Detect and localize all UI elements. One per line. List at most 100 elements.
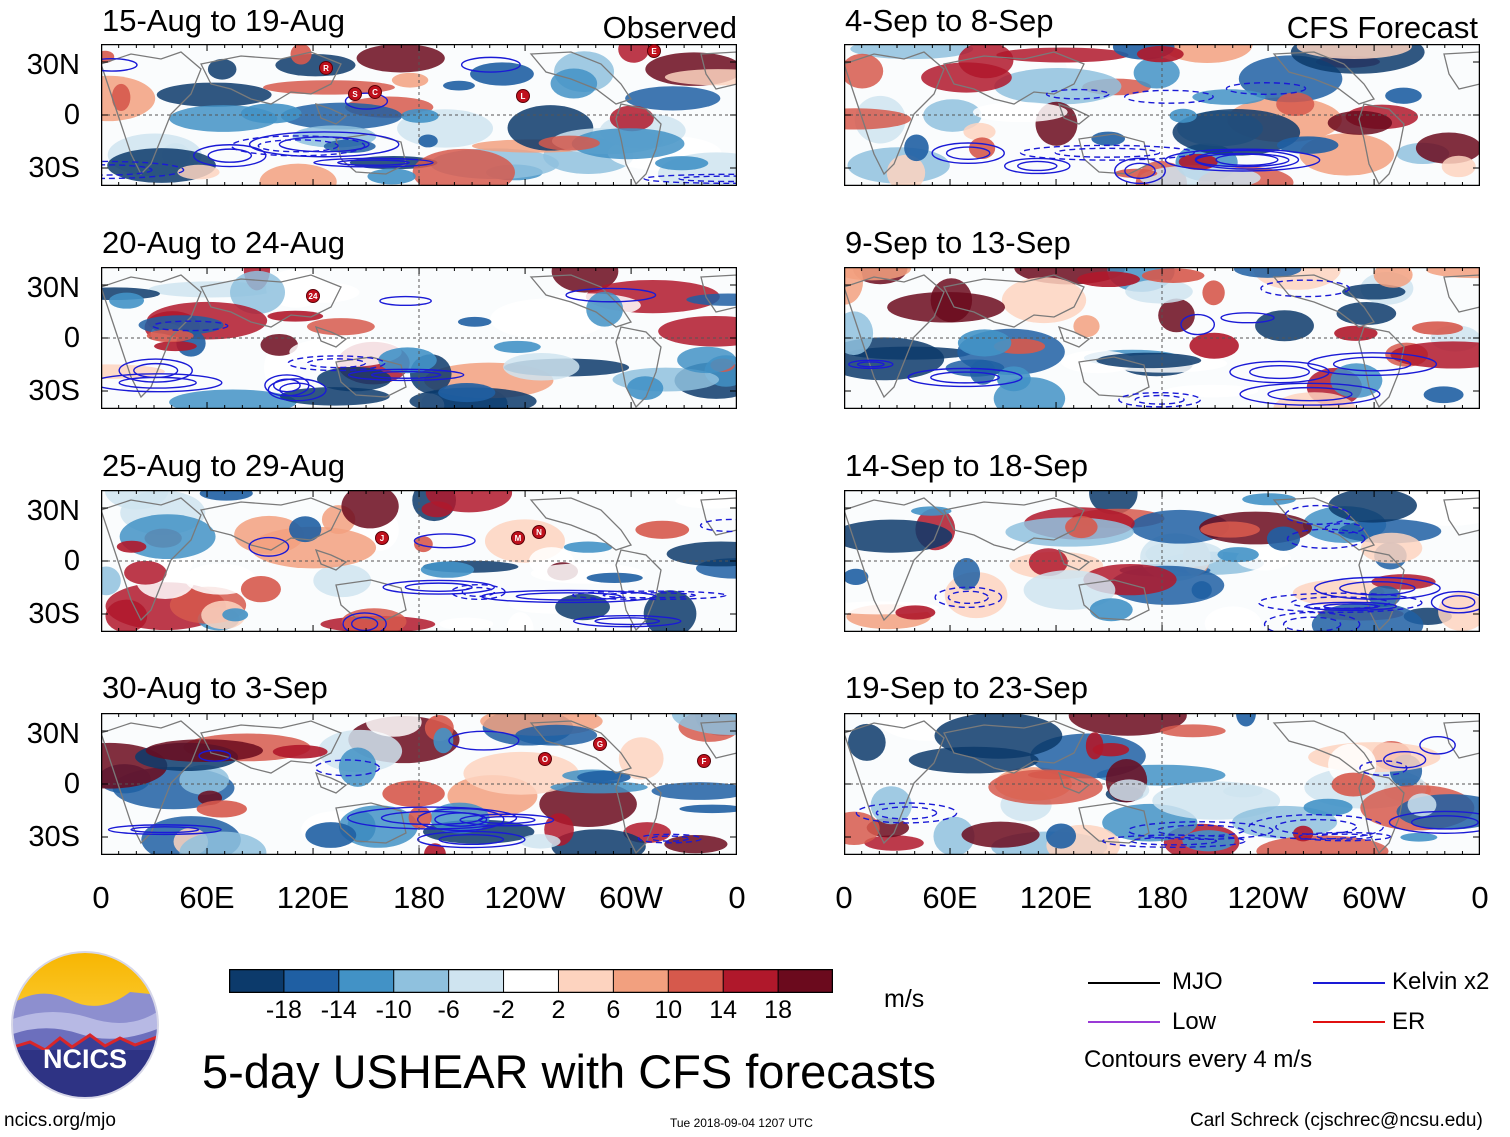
kelvin-contour bbox=[1239, 382, 1381, 406]
shear-blob bbox=[1407, 793, 1437, 817]
kelvin-contour bbox=[848, 359, 894, 370]
kelvin-contour bbox=[1045, 88, 1110, 100]
colorbar-label-6: 6 bbox=[606, 996, 621, 1024]
panel-title-left-2: 20-Aug to 24-Aug bbox=[102, 225, 346, 260]
kelvin-contour bbox=[198, 749, 232, 762]
lon-label-left-2: 120E bbox=[276, 880, 350, 915]
storm-marker: O bbox=[538, 752, 552, 766]
storm-marker-dot bbox=[647, 44, 661, 58]
shear-core bbox=[1303, 798, 1353, 817]
kelvin-contour bbox=[278, 136, 370, 153]
shear-blob bbox=[313, 564, 372, 598]
tick-marks bbox=[101, 713, 737, 855]
kelvin-contour bbox=[448, 730, 520, 751]
lon-label-left-0: 0 bbox=[92, 880, 110, 915]
shear-core bbox=[1065, 515, 1098, 539]
coastline bbox=[529, 51, 633, 105]
shear-core bbox=[1423, 386, 1464, 404]
storm-marker-label: O bbox=[542, 755, 548, 764]
lat-label-row4-0: 30N bbox=[26, 718, 80, 750]
kelvin-contour bbox=[1314, 576, 1441, 600]
observed-label: Observed bbox=[602, 10, 737, 45]
coastline bbox=[314, 548, 348, 571]
legend-er-line bbox=[1313, 1021, 1385, 1023]
shear-core bbox=[1189, 332, 1239, 359]
shear-blob bbox=[609, 105, 654, 132]
shear-blob bbox=[953, 558, 981, 590]
kelvin-contour bbox=[118, 376, 197, 389]
kelvin-contour bbox=[930, 371, 1000, 384]
shear-blob bbox=[677, 346, 737, 374]
coastline bbox=[700, 51, 737, 90]
coastline bbox=[615, 772, 662, 855]
shear-blob bbox=[1330, 363, 1383, 398]
map-panel-right-3 bbox=[844, 490, 1480, 632]
shear-core bbox=[146, 329, 194, 343]
shear-blob bbox=[156, 82, 272, 107]
shear-core bbox=[1077, 271, 1140, 288]
shear-core bbox=[1236, 713, 1256, 727]
coastline bbox=[1358, 103, 1405, 186]
shear-core bbox=[1027, 770, 1081, 780]
map-panel-left-2: 24 bbox=[101, 267, 737, 409]
coastline bbox=[101, 720, 202, 845]
coastlines bbox=[101, 274, 737, 409]
kelvin-contour bbox=[1260, 279, 1351, 298]
lat-label-row2-2: 30S bbox=[28, 375, 80, 407]
shear-blob bbox=[356, 44, 445, 73]
coastline bbox=[1358, 772, 1405, 855]
shear-blob bbox=[1255, 310, 1314, 342]
shear-blob bbox=[887, 291, 1006, 323]
shear-core bbox=[408, 806, 432, 829]
colorbar-label-1: -14 bbox=[320, 996, 357, 1024]
kelvin-contour bbox=[1180, 313, 1216, 336]
legend-kelvin-label: Kelvin x2 bbox=[1392, 968, 1490, 995]
footer-url[interactable]: ncics.org/mjo bbox=[4, 1110, 116, 1131]
tick-marks bbox=[101, 267, 737, 409]
shear-core bbox=[1202, 280, 1225, 306]
shear-core bbox=[443, 80, 475, 91]
kelvin-contour bbox=[152, 320, 229, 332]
shear-blob bbox=[658, 316, 737, 347]
map-panel-left-1: R S C L E bbox=[101, 44, 737, 186]
shear-blob bbox=[1390, 341, 1480, 369]
kelvin-contour bbox=[515, 592, 622, 601]
kelvin-contour bbox=[1359, 760, 1408, 776]
kelvin-contour bbox=[1263, 611, 1361, 632]
shear-core bbox=[844, 568, 869, 585]
shear-core bbox=[911, 506, 952, 516]
tick-marks bbox=[844, 490, 1480, 632]
shear-blob bbox=[338, 747, 377, 787]
coastline bbox=[529, 497, 633, 551]
shear-core bbox=[438, 383, 496, 403]
shear-blob bbox=[124, 560, 167, 585]
ncics-logo: NCICS bbox=[11, 951, 159, 1099]
shear-blob bbox=[279, 387, 390, 406]
kelvin-contour bbox=[193, 144, 267, 168]
kelvin-contour bbox=[344, 92, 389, 110]
kelvin-contour bbox=[1054, 147, 1161, 158]
kelvin-contour bbox=[101, 160, 185, 180]
colorbar-swatch-1 bbox=[283, 969, 340, 993]
shear-core bbox=[1385, 87, 1422, 104]
storm-marker-dot bbox=[516, 89, 530, 103]
kelvin-contour bbox=[875, 806, 938, 820]
shear-core bbox=[1334, 325, 1378, 341]
storm-marker-label: J bbox=[380, 534, 384, 543]
storm-marker-dot bbox=[697, 754, 711, 768]
shear-core bbox=[904, 134, 929, 162]
shear-core bbox=[199, 490, 253, 501]
shear-blob bbox=[961, 821, 1040, 848]
shear-blob bbox=[686, 293, 737, 306]
shear-blob bbox=[671, 713, 737, 736]
coastline bbox=[200, 274, 342, 328]
legend-er-label: ER bbox=[1392, 1008, 1426, 1035]
kelvin-contour bbox=[1388, 810, 1480, 835]
storm-marker-label: N bbox=[536, 528, 542, 537]
coastline bbox=[529, 720, 633, 774]
panel-title-right-4: 19-Sep to 23-Sep bbox=[845, 670, 1089, 705]
shear-core bbox=[433, 727, 454, 754]
shear-core bbox=[109, 292, 145, 309]
lon-label-right-6: 0 bbox=[1471, 880, 1489, 915]
coastline bbox=[1358, 326, 1405, 409]
